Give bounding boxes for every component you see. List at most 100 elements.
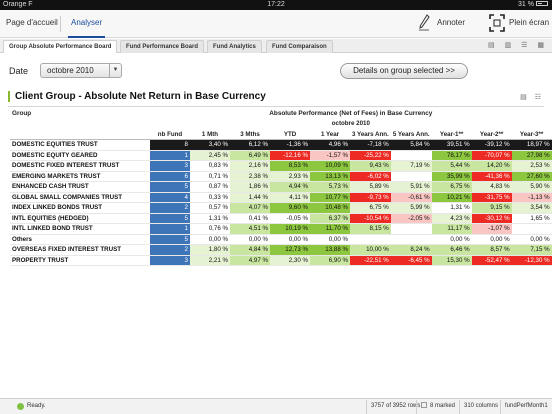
group-name[interactable]: INTL EQUITIES (HEDGED) bbox=[10, 213, 150, 224]
battery-icon bbox=[536, 0, 548, 6]
group-name[interactable]: DOMESTIC FIXED INTEREST TRUST bbox=[10, 160, 150, 172]
performance-cell: 0,87 % bbox=[190, 181, 230, 193]
group-name[interactable]: DOMESTIC EQUITY GEARED bbox=[10, 150, 150, 161]
group-name[interactable]: PROPERTY TRUST bbox=[10, 255, 150, 266]
group-name[interactable]: EMERGING MARKETS TRUST bbox=[10, 171, 150, 182]
performance-cell: 6,90 % bbox=[310, 255, 350, 266]
column-header[interactable]: Year-3** bbox=[511, 129, 552, 140]
performance-cell: 4,96 % bbox=[310, 139, 350, 151]
performance-cell: 0,76 % bbox=[190, 223, 230, 235]
chevron-down-icon[interactable]: ▼ bbox=[109, 64, 121, 77]
performance-cell: 2,53 % bbox=[511, 160, 552, 172]
table-row[interactable]: DOMESTIC FIXED INTEREST TRUST 3 0,83 % 2,16… bbox=[10, 160, 552, 172]
clock: 17:22 bbox=[267, 1, 285, 8]
performance-cell: 1,31 % bbox=[431, 202, 472, 214]
performance-cell: 0,00 % bbox=[270, 234, 310, 245]
fund-count: 5 bbox=[150, 181, 190, 193]
performance-cell: 1,31 % bbox=[190, 213, 230, 224]
fund-count: 5 bbox=[150, 213, 190, 224]
table-row[interactable]: INTL EQUITIES (HEDGED) 5 1,31 % 0,41 % -0,05… bbox=[10, 213, 552, 224]
performance-cell: 2,16 % bbox=[230, 160, 270, 172]
performance-cell: 11,70 % bbox=[310, 223, 350, 235]
date-dropdown[interactable]: octobre 2010 ▼ bbox=[40, 63, 122, 78]
table-row[interactable]: Others 5 0,00 % 0,00 % 0,00 % 0,00 % 0,00 % 0,0… bbox=[10, 234, 552, 245]
details-on-group-button[interactable]: Details on group selected >> bbox=[340, 63, 468, 79]
performance-cell: 6,12 % bbox=[230, 139, 270, 151]
performance-cell: 1,44 % bbox=[230, 192, 270, 203]
group-name[interactable]: Others bbox=[10, 234, 150, 245]
group-name[interactable]: INDEX LINKED BONDS TRUST bbox=[10, 202, 150, 214]
table-row[interactable]: GLOBAL SMALL COMPANIES TRUST 4 0,33 % 1,44 … bbox=[10, 192, 552, 203]
annotate-button[interactable]: Annoter bbox=[437, 18, 466, 27]
performance-cell: -70,07 % bbox=[471, 150, 512, 161]
column-header[interactable]: Year-2** bbox=[471, 129, 512, 140]
performance-cell: -22,51 % bbox=[350, 255, 391, 266]
tab-fund-comparaison[interactable]: Fund Comparaison bbox=[266, 40, 333, 53]
table-row[interactable]: PROPERTY TRUST 3 2,21 % 4,97 % 2,30 % 6,90 % -… bbox=[10, 255, 552, 266]
performance-cell: 27,98 % bbox=[511, 150, 552, 161]
tab-home[interactable]: Page d'accueil bbox=[6, 18, 58, 27]
pen-icon[interactable] bbox=[418, 14, 430, 32]
table-row[interactable]: INTL LINKED BOND TRUST 1 0,76 % 4,51 % 10,19… bbox=[10, 223, 552, 235]
table-row[interactable]: EMERGING MARKETS TRUST 6 0,71 % 2,38 % 2,93 … bbox=[10, 171, 552, 182]
performance-cell: -52,47 % bbox=[471, 255, 512, 266]
performance-cell: -12,16 % bbox=[270, 150, 310, 161]
column-header[interactable]: Year-1** bbox=[431, 129, 472, 140]
performance-cell: 13,88 % bbox=[310, 244, 350, 256]
status-footer: Ready. 3757 of 3952 rows 8 marked 310 co… bbox=[0, 398, 552, 414]
group-name[interactable]: OVERSEAS FIXED INTEREST TRUST bbox=[10, 244, 150, 256]
column-header[interactable]: nb Fund bbox=[150, 129, 190, 140]
performance-cell: 5,99 % bbox=[390, 202, 432, 214]
table-row[interactable]: OVERSEAS FIXED INTEREST TRUST 2 1,80 % 4,84… bbox=[10, 244, 552, 256]
performance-cell: 5,73 % bbox=[310, 181, 350, 193]
performance-cell: 35,99 % bbox=[431, 171, 472, 182]
fund-count: 8 bbox=[150, 139, 190, 151]
group-name[interactable]: DOMESTIC EQUITIES TRUST bbox=[10, 139, 150, 151]
performance-cell: 6,37 % bbox=[310, 213, 350, 224]
table-row[interactable]: DOMESTIC EQUITIES TRUST 8 3,40 % 6,12 % -1,3… bbox=[10, 139, 552, 151]
performance-cell: 6,49 % bbox=[230, 150, 270, 161]
performance-cell: 14,20 % bbox=[471, 160, 512, 172]
nav-divider bbox=[60, 16, 61, 32]
performance-cell: 18,97 % bbox=[511, 139, 552, 151]
group-name[interactable]: ENHANCED CASH TRUST bbox=[10, 181, 150, 193]
group-name[interactable]: INTL LINKED BOND TRUST bbox=[10, 223, 150, 235]
table-row[interactable]: DOMESTIC EQUITY GEARED 1 2,45 % 6,49 % -12,1… bbox=[10, 150, 552, 161]
column-header[interactable]: 3 Years Ann. bbox=[350, 129, 391, 140]
battery-indicator: 31 % bbox=[518, 0, 548, 10]
tab-group-absolute-performance-board[interactable]: Group Absolute Performance Board bbox=[3, 40, 118, 53]
fund-count: 3 bbox=[150, 255, 190, 266]
fund-count: 1 bbox=[150, 150, 190, 161]
fullscreen-icon[interactable] bbox=[489, 14, 505, 32]
tab-fund-performance-board[interactable]: Fund Performance Board bbox=[120, 40, 205, 53]
performance-cell: 2,30 % bbox=[270, 255, 310, 266]
panel-toolbar-icons[interactable]: ▤ ☷ bbox=[520, 94, 544, 101]
toolbar-icons[interactable]: ▤ ▥ ☰ ▦ bbox=[488, 42, 548, 49]
tab-fund-analytics[interactable]: Fund Analytics bbox=[207, 40, 262, 53]
ready-indicator-icon bbox=[17, 403, 24, 410]
performance-cell: 1,86 % bbox=[230, 181, 270, 193]
performance-cell: 13,13 % bbox=[310, 171, 350, 182]
fullscreen-button[interactable]: Plein écran bbox=[509, 18, 550, 27]
performance-cell: -1,36 % bbox=[270, 139, 310, 151]
column-header[interactable]: 1 Mth bbox=[190, 129, 230, 140]
column-header[interactable]: YTD bbox=[270, 129, 310, 140]
column-header[interactable]: 5 Years Ann. bbox=[390, 129, 432, 140]
fund-count: 3 bbox=[150, 160, 190, 172]
performance-cell: 2,38 % bbox=[230, 171, 270, 182]
column-header[interactable]: 3 Mths bbox=[230, 129, 270, 140]
table-row[interactable]: ENHANCED CASH TRUST 5 0,87 % 1,86 % 4,94 % 5,… bbox=[10, 181, 552, 193]
performance-cell bbox=[390, 150, 432, 161]
performance-cell: 0,71 % bbox=[190, 171, 230, 182]
performance-cell: -0,05 % bbox=[270, 213, 310, 224]
group-name[interactable]: GLOBAL SMALL COMPANIES TRUST bbox=[10, 192, 150, 203]
column-header[interactable]: 1 Year bbox=[310, 129, 350, 140]
performance-cell: 9,43 % bbox=[350, 160, 391, 172]
performance-header: Absolute Performance (Net of Fees) in Ba… bbox=[269, 109, 433, 117]
performance-cell: 0,00 % bbox=[471, 234, 512, 245]
tab-analyze[interactable]: Analyser bbox=[68, 10, 106, 38]
top-navigation: Page d'accueil Analyser Annoter Plein éc… bbox=[0, 10, 552, 38]
performance-cell: -41,36 % bbox=[471, 171, 512, 182]
table-row[interactable]: INDEX LINKED BONDS TRUST 2 0,57 % 4,07 % 9,6… bbox=[10, 202, 552, 214]
performance-cell: -25,22 % bbox=[350, 150, 391, 161]
